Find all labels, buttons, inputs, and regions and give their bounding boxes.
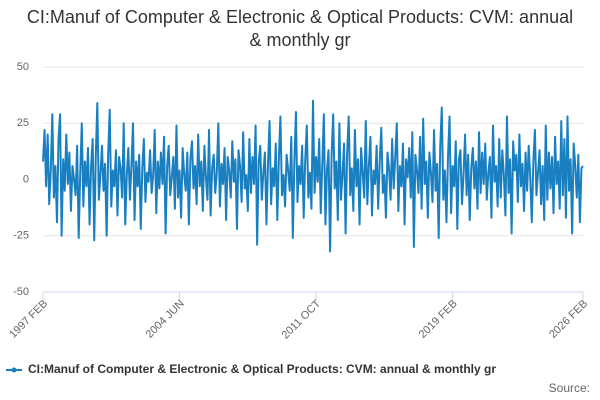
- source: Source:: [549, 381, 590, 395]
- x-tick-label: 2026 FEB: [547, 298, 590, 341]
- y-tick-label: 50: [17, 61, 29, 73]
- legend-label: CI:Manuf of Computer & Electronic & Opti…: [28, 362, 496, 376]
- y-tick-label: -50: [13, 286, 29, 298]
- chart-title: CI:Manuf of Computer & Electronic & Opti…: [26, 7, 574, 50]
- x-tick-label: 2004 JUN: [144, 298, 187, 341]
- y-tick-label: 0: [23, 173, 29, 185]
- legend-marker: [11, 367, 17, 373]
- x-tick-label: 1997 FEB: [7, 298, 50, 341]
- x-tick-label: 2011 OCT: [279, 297, 323, 341]
- data-line: [42, 99, 584, 253]
- y-tick-label: 25: [17, 117, 29, 129]
- y-tick-label: -25: [13, 230, 29, 242]
- x-tick-label: 2019 FEB: [417, 298, 460, 341]
